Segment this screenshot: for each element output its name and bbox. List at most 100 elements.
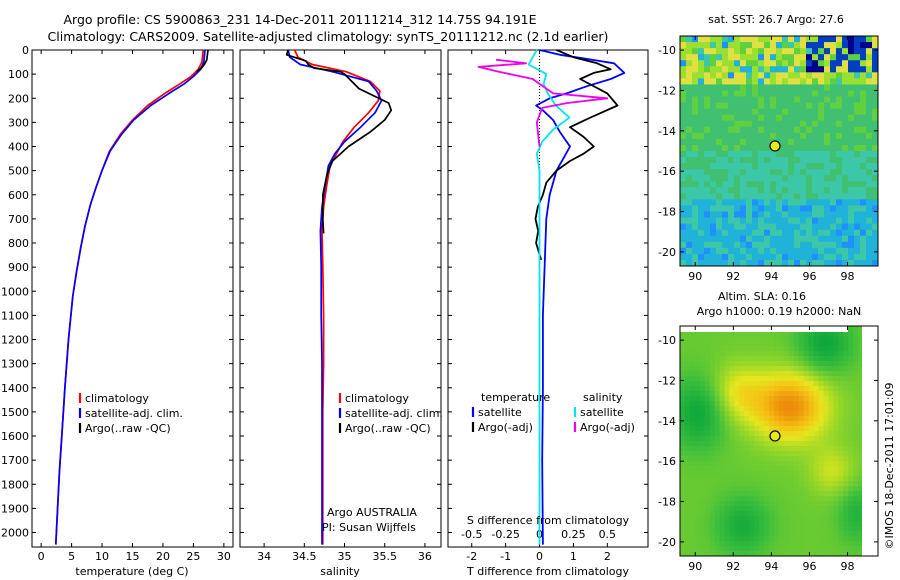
sla-cell xyxy=(734,451,740,457)
sst-cell xyxy=(872,36,879,43)
sst-cell xyxy=(716,169,723,176)
sst-cell xyxy=(680,144,687,152)
series-salinity-argo-adj xyxy=(477,58,609,147)
sla-cell xyxy=(823,461,829,467)
sla-cell xyxy=(729,506,735,512)
sst-cell xyxy=(818,114,825,122)
sla-cell xyxy=(818,496,825,502)
sla-cell xyxy=(729,481,735,487)
sst-cell xyxy=(848,96,855,104)
sla-cell xyxy=(724,511,730,517)
sst-cell xyxy=(848,72,855,79)
sla-cell xyxy=(749,361,755,367)
sst-cell xyxy=(842,84,849,91)
sst-cell xyxy=(728,169,735,176)
sla-cell xyxy=(714,476,721,482)
sst-cell xyxy=(866,229,873,237)
sla-cell xyxy=(694,366,701,372)
sla-cell xyxy=(793,406,800,412)
sst-cell xyxy=(770,259,777,267)
sla-cell xyxy=(818,376,825,382)
sla-cell xyxy=(680,491,686,497)
sla-cell xyxy=(783,336,790,342)
sst-cell xyxy=(716,157,723,164)
sst-cell xyxy=(776,102,783,110)
sla-cell xyxy=(689,481,696,487)
sst-cell xyxy=(704,241,711,249)
sst-cell xyxy=(764,193,771,200)
sla-cell xyxy=(838,491,844,497)
sst-cell xyxy=(746,120,753,128)
sst-cell xyxy=(818,120,825,128)
sla-cell xyxy=(769,546,775,552)
sst-cell xyxy=(764,42,771,49)
series-satellite-adj-clim xyxy=(287,49,383,545)
sla-cell xyxy=(828,441,834,447)
sst-cell xyxy=(794,217,801,225)
sst-cell xyxy=(812,259,819,267)
sla-cell xyxy=(858,421,864,427)
sla-cell xyxy=(769,466,775,472)
sla-cell xyxy=(808,416,815,422)
sla-cell xyxy=(709,461,716,467)
sla-cell xyxy=(774,381,780,387)
sla-cell xyxy=(734,331,740,337)
sst-cell xyxy=(842,78,849,85)
sst-cell xyxy=(752,223,759,231)
sla-cell xyxy=(783,341,790,347)
sst-cell xyxy=(812,187,819,194)
sst-cell xyxy=(698,132,705,140)
sst-cell xyxy=(740,187,747,194)
sla-cell xyxy=(779,406,785,412)
sla-cell xyxy=(838,331,844,337)
sla-cell xyxy=(719,526,726,532)
sla-cell xyxy=(744,541,750,547)
sla-cell xyxy=(724,361,730,367)
sla-cell xyxy=(724,436,730,442)
sla-cell xyxy=(808,371,815,377)
sst-cell xyxy=(848,54,855,61)
sst-cell xyxy=(740,72,747,79)
sla-cell xyxy=(749,446,755,452)
sla-cell xyxy=(828,361,834,367)
sla-cell xyxy=(680,391,686,397)
sla-cell xyxy=(838,361,844,367)
sla-cell xyxy=(684,461,691,467)
sla-cell xyxy=(848,546,854,552)
sla-cell xyxy=(739,506,745,512)
sst-cell xyxy=(788,241,795,249)
sst-cell xyxy=(812,144,819,152)
sla-cell xyxy=(858,456,864,462)
sla-cell xyxy=(838,446,844,452)
sst-cell xyxy=(818,151,825,158)
sla-cell xyxy=(744,336,750,342)
sst-cell xyxy=(686,217,693,225)
sst-cell xyxy=(740,78,747,85)
sla-cell xyxy=(858,481,864,487)
sla-cell xyxy=(709,411,716,417)
sla-cell xyxy=(709,366,716,372)
sst-cell xyxy=(746,144,753,152)
sla-cell xyxy=(749,466,755,472)
sst-cell xyxy=(752,42,759,49)
sst-cell xyxy=(758,96,765,104)
sst-cell xyxy=(788,42,795,49)
sst-cell xyxy=(692,48,699,55)
sst-cell xyxy=(716,54,723,61)
sst-cell xyxy=(740,229,747,237)
sla-cell xyxy=(853,341,859,347)
sla-cell xyxy=(704,536,711,542)
sst-cell xyxy=(818,223,825,231)
sst-cell xyxy=(794,42,801,49)
sla-cell xyxy=(749,461,755,467)
sla-cell xyxy=(803,436,810,442)
sst-cell xyxy=(680,223,687,231)
sst-cell xyxy=(692,181,699,188)
sst-cell xyxy=(842,60,849,67)
sla-cell xyxy=(729,331,735,337)
sla-cell xyxy=(714,551,721,557)
sst-cell xyxy=(680,120,687,128)
sla-cell xyxy=(769,411,775,417)
sst-cell xyxy=(770,169,777,176)
sst-cell xyxy=(758,114,765,122)
